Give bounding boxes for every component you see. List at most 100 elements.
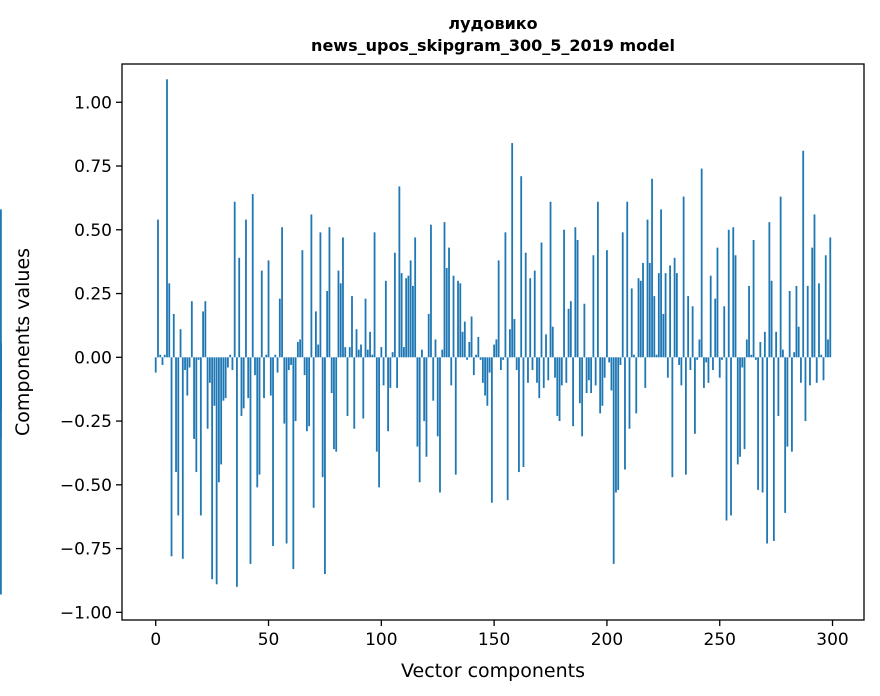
bar [741, 357, 744, 368]
bar [211, 357, 214, 580]
y-tick-label: 0.75 [74, 157, 112, 177]
bar [276, 357, 279, 373]
bar [547, 357, 550, 381]
bar [357, 349, 360, 358]
bar [236, 357, 238, 587]
bar [481, 357, 484, 383]
bar [721, 357, 723, 360]
bar [651, 178, 653, 358]
y-tick-label: −1.00 [60, 603, 112, 623]
bar [0, 357, 2, 411]
bar [648, 262, 651, 358]
bar [378, 357, 380, 488]
bar [818, 283, 820, 358]
bar [407, 275, 410, 358]
bar [321, 357, 324, 478]
y-tick-label: 0.25 [74, 285, 112, 305]
bar [712, 357, 714, 371]
bar [791, 357, 793, 452]
bar [630, 288, 633, 358]
bar [497, 260, 500, 358]
bar [303, 357, 306, 376]
bar [229, 354, 232, 358]
bar [768, 222, 771, 358]
bar [260, 270, 263, 358]
bar [193, 357, 195, 439]
bar [450, 357, 453, 386]
bar [373, 232, 376, 358]
bar [732, 227, 735, 358]
bar [730, 357, 732, 516]
bar [583, 303, 586, 358]
bar [594, 357, 597, 386]
bar [578, 357, 581, 404]
x-tick-label: 150 [478, 630, 510, 650]
bar [515, 357, 518, 371]
bar [678, 357, 681, 365]
bar [484, 357, 486, 396]
bar [639, 280, 642, 358]
bar [170, 357, 173, 557]
bar [251, 194, 254, 358]
bar [461, 331, 464, 358]
bar [527, 357, 529, 383]
bar [542, 357, 545, 388]
bar [213, 357, 216, 406]
bar [827, 339, 829, 358]
bar [585, 357, 588, 394]
bar [684, 357, 687, 475]
bar [815, 357, 818, 383]
bar [581, 357, 584, 437]
bar [502, 357, 505, 360]
bar [714, 298, 717, 358]
bar [800, 357, 802, 383]
bar [393, 252, 396, 358]
x-tick-label: 50 [258, 630, 280, 650]
bar [326, 290, 329, 358]
bar [619, 357, 622, 365]
bar [795, 285, 798, 358]
bar [362, 357, 365, 419]
bar [416, 357, 419, 447]
bar [533, 270, 536, 358]
bar [736, 357, 739, 465]
chart-subtitle: news_upos_skipgram_300_5_2019 model [311, 36, 675, 55]
bar [545, 334, 547, 358]
bar [506, 357, 509, 501]
bar [472, 357, 475, 376]
bar [305, 357, 308, 432]
bar [315, 311, 317, 358]
bar [635, 357, 638, 414]
bar [227, 357, 229, 368]
bar [554, 357, 556, 378]
bar [184, 357, 186, 371]
bar [705, 357, 708, 363]
bar [587, 357, 590, 381]
bar [671, 357, 674, 478]
bar [366, 349, 369, 358]
bar [775, 331, 778, 358]
x-tick-label: 100 [365, 630, 397, 650]
bar [592, 255, 595, 358]
bar [558, 357, 561, 422]
bar [707, 357, 710, 383]
bar [788, 290, 791, 358]
bar [734, 255, 737, 358]
bar [409, 260, 412, 358]
bar [154, 357, 157, 373]
bar [274, 354, 277, 358]
bar [206, 357, 209, 429]
bar [263, 357, 265, 399]
bar [495, 339, 498, 358]
bar [346, 357, 349, 416]
bar [574, 227, 577, 358]
bar [281, 227, 283, 358]
x-tick-label: 250 [704, 630, 736, 650]
bar [499, 357, 502, 371]
bar [412, 285, 414, 358]
bar [743, 357, 746, 450]
bar [802, 150, 805, 358]
y-tick-label: −0.25 [60, 412, 112, 432]
bar [269, 357, 272, 396]
bar [723, 306, 726, 358]
